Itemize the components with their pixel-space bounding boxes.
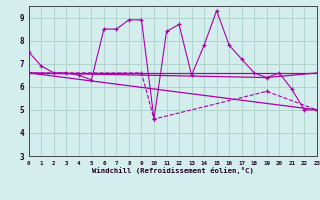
X-axis label: Windchill (Refroidissement éolien,°C): Windchill (Refroidissement éolien,°C) [92, 167, 254, 174]
